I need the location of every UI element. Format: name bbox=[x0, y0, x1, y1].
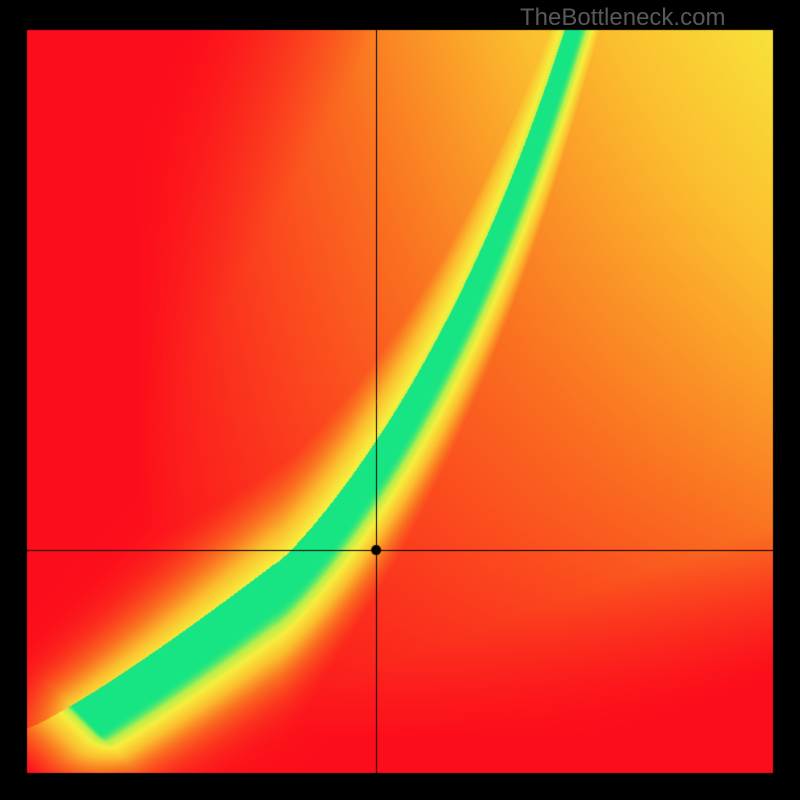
bottleneck-heatmap bbox=[0, 0, 800, 800]
